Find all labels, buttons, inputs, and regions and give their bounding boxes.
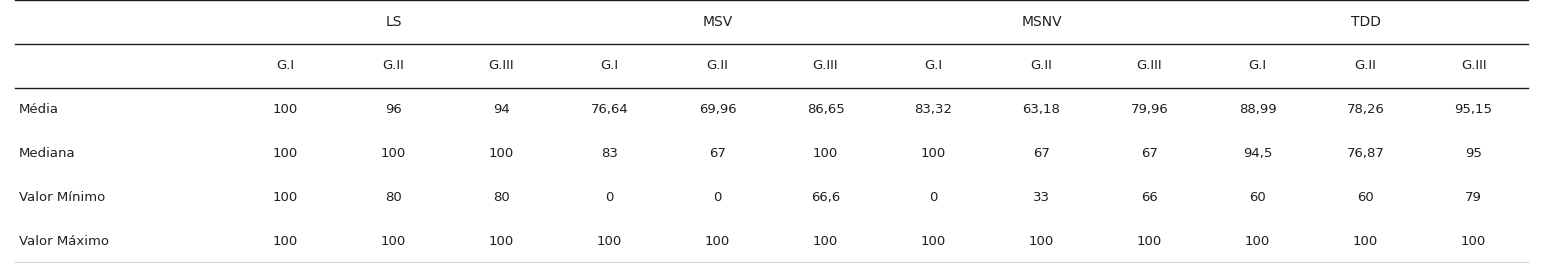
Text: G.II: G.II <box>1355 59 1376 72</box>
Text: Valor Mínimo: Valor Mínimo <box>19 191 105 204</box>
Text: 100: 100 <box>273 147 298 160</box>
Text: 100: 100 <box>273 235 298 247</box>
Text: G.I: G.I <box>924 59 943 72</box>
Text: Média: Média <box>19 103 59 116</box>
Text: 76,87: 76,87 <box>1347 147 1384 160</box>
Text: 83,32: 83,32 <box>915 103 952 116</box>
Text: 95: 95 <box>1466 147 1481 160</box>
Text: Valor Máximo: Valor Máximo <box>19 235 108 247</box>
Text: 100: 100 <box>381 147 406 160</box>
Text: 33: 33 <box>1032 191 1051 204</box>
Text: 79: 79 <box>1466 191 1481 204</box>
Text: G.II: G.II <box>707 59 728 72</box>
Text: 100: 100 <box>705 235 730 247</box>
Text: 66: 66 <box>1142 191 1157 204</box>
Text: G.III: G.III <box>1137 59 1162 72</box>
Text: Mediana: Mediana <box>19 147 76 160</box>
Text: 100: 100 <box>921 235 946 247</box>
Text: 60: 60 <box>1250 191 1265 204</box>
Text: 100: 100 <box>273 103 298 116</box>
Text: 0: 0 <box>929 191 938 204</box>
Text: 100: 100 <box>813 235 838 247</box>
Text: TDD: TDD <box>1350 15 1381 29</box>
Text: 67: 67 <box>1142 147 1157 160</box>
Text: 100: 100 <box>1137 235 1162 247</box>
Text: 67: 67 <box>710 147 725 160</box>
Text: G.I: G.I <box>276 59 295 72</box>
Text: 60: 60 <box>1358 191 1373 204</box>
Text: 79,96: 79,96 <box>1131 103 1168 116</box>
Text: 95,15: 95,15 <box>1455 103 1492 116</box>
Text: 100: 100 <box>597 235 622 247</box>
Text: G.I: G.I <box>600 59 619 72</box>
Text: 94,5: 94,5 <box>1242 147 1273 160</box>
Text: 80: 80 <box>494 191 509 204</box>
Text: 67: 67 <box>1034 147 1049 160</box>
Text: G.I: G.I <box>1248 59 1267 72</box>
Text: 100: 100 <box>921 147 946 160</box>
Text: G.II: G.II <box>383 59 404 72</box>
Text: 100: 100 <box>273 191 298 204</box>
Text: G.II: G.II <box>1031 59 1052 72</box>
Text: 88,99: 88,99 <box>1239 103 1276 116</box>
Text: 100: 100 <box>381 235 406 247</box>
Text: 100: 100 <box>1029 235 1054 247</box>
Text: 100: 100 <box>1461 235 1486 247</box>
Text: LS: LS <box>386 15 401 29</box>
Text: 86,65: 86,65 <box>807 103 844 116</box>
Text: 100: 100 <box>813 147 838 160</box>
Text: G.III: G.III <box>813 59 838 72</box>
Text: 69,96: 69,96 <box>699 103 736 116</box>
Text: 100: 100 <box>1353 235 1378 247</box>
Text: 63,18: 63,18 <box>1023 103 1060 116</box>
Text: G.III: G.III <box>489 59 514 72</box>
Text: 100: 100 <box>1245 235 1270 247</box>
Text: MSNV: MSNV <box>1021 15 1062 29</box>
Text: 76,64: 76,64 <box>591 103 628 116</box>
Text: MSV: MSV <box>702 15 733 29</box>
Text: 80: 80 <box>386 191 401 204</box>
Text: 96: 96 <box>386 103 401 116</box>
Text: 66,6: 66,6 <box>812 191 839 204</box>
Text: 0: 0 <box>605 191 614 204</box>
Text: 100: 100 <box>489 235 514 247</box>
Text: 83: 83 <box>602 147 617 160</box>
Text: 0: 0 <box>713 191 722 204</box>
Text: 100: 100 <box>489 147 514 160</box>
Text: 78,26: 78,26 <box>1347 103 1384 116</box>
Text: G.III: G.III <box>1461 59 1486 72</box>
Text: 94: 94 <box>494 103 509 116</box>
